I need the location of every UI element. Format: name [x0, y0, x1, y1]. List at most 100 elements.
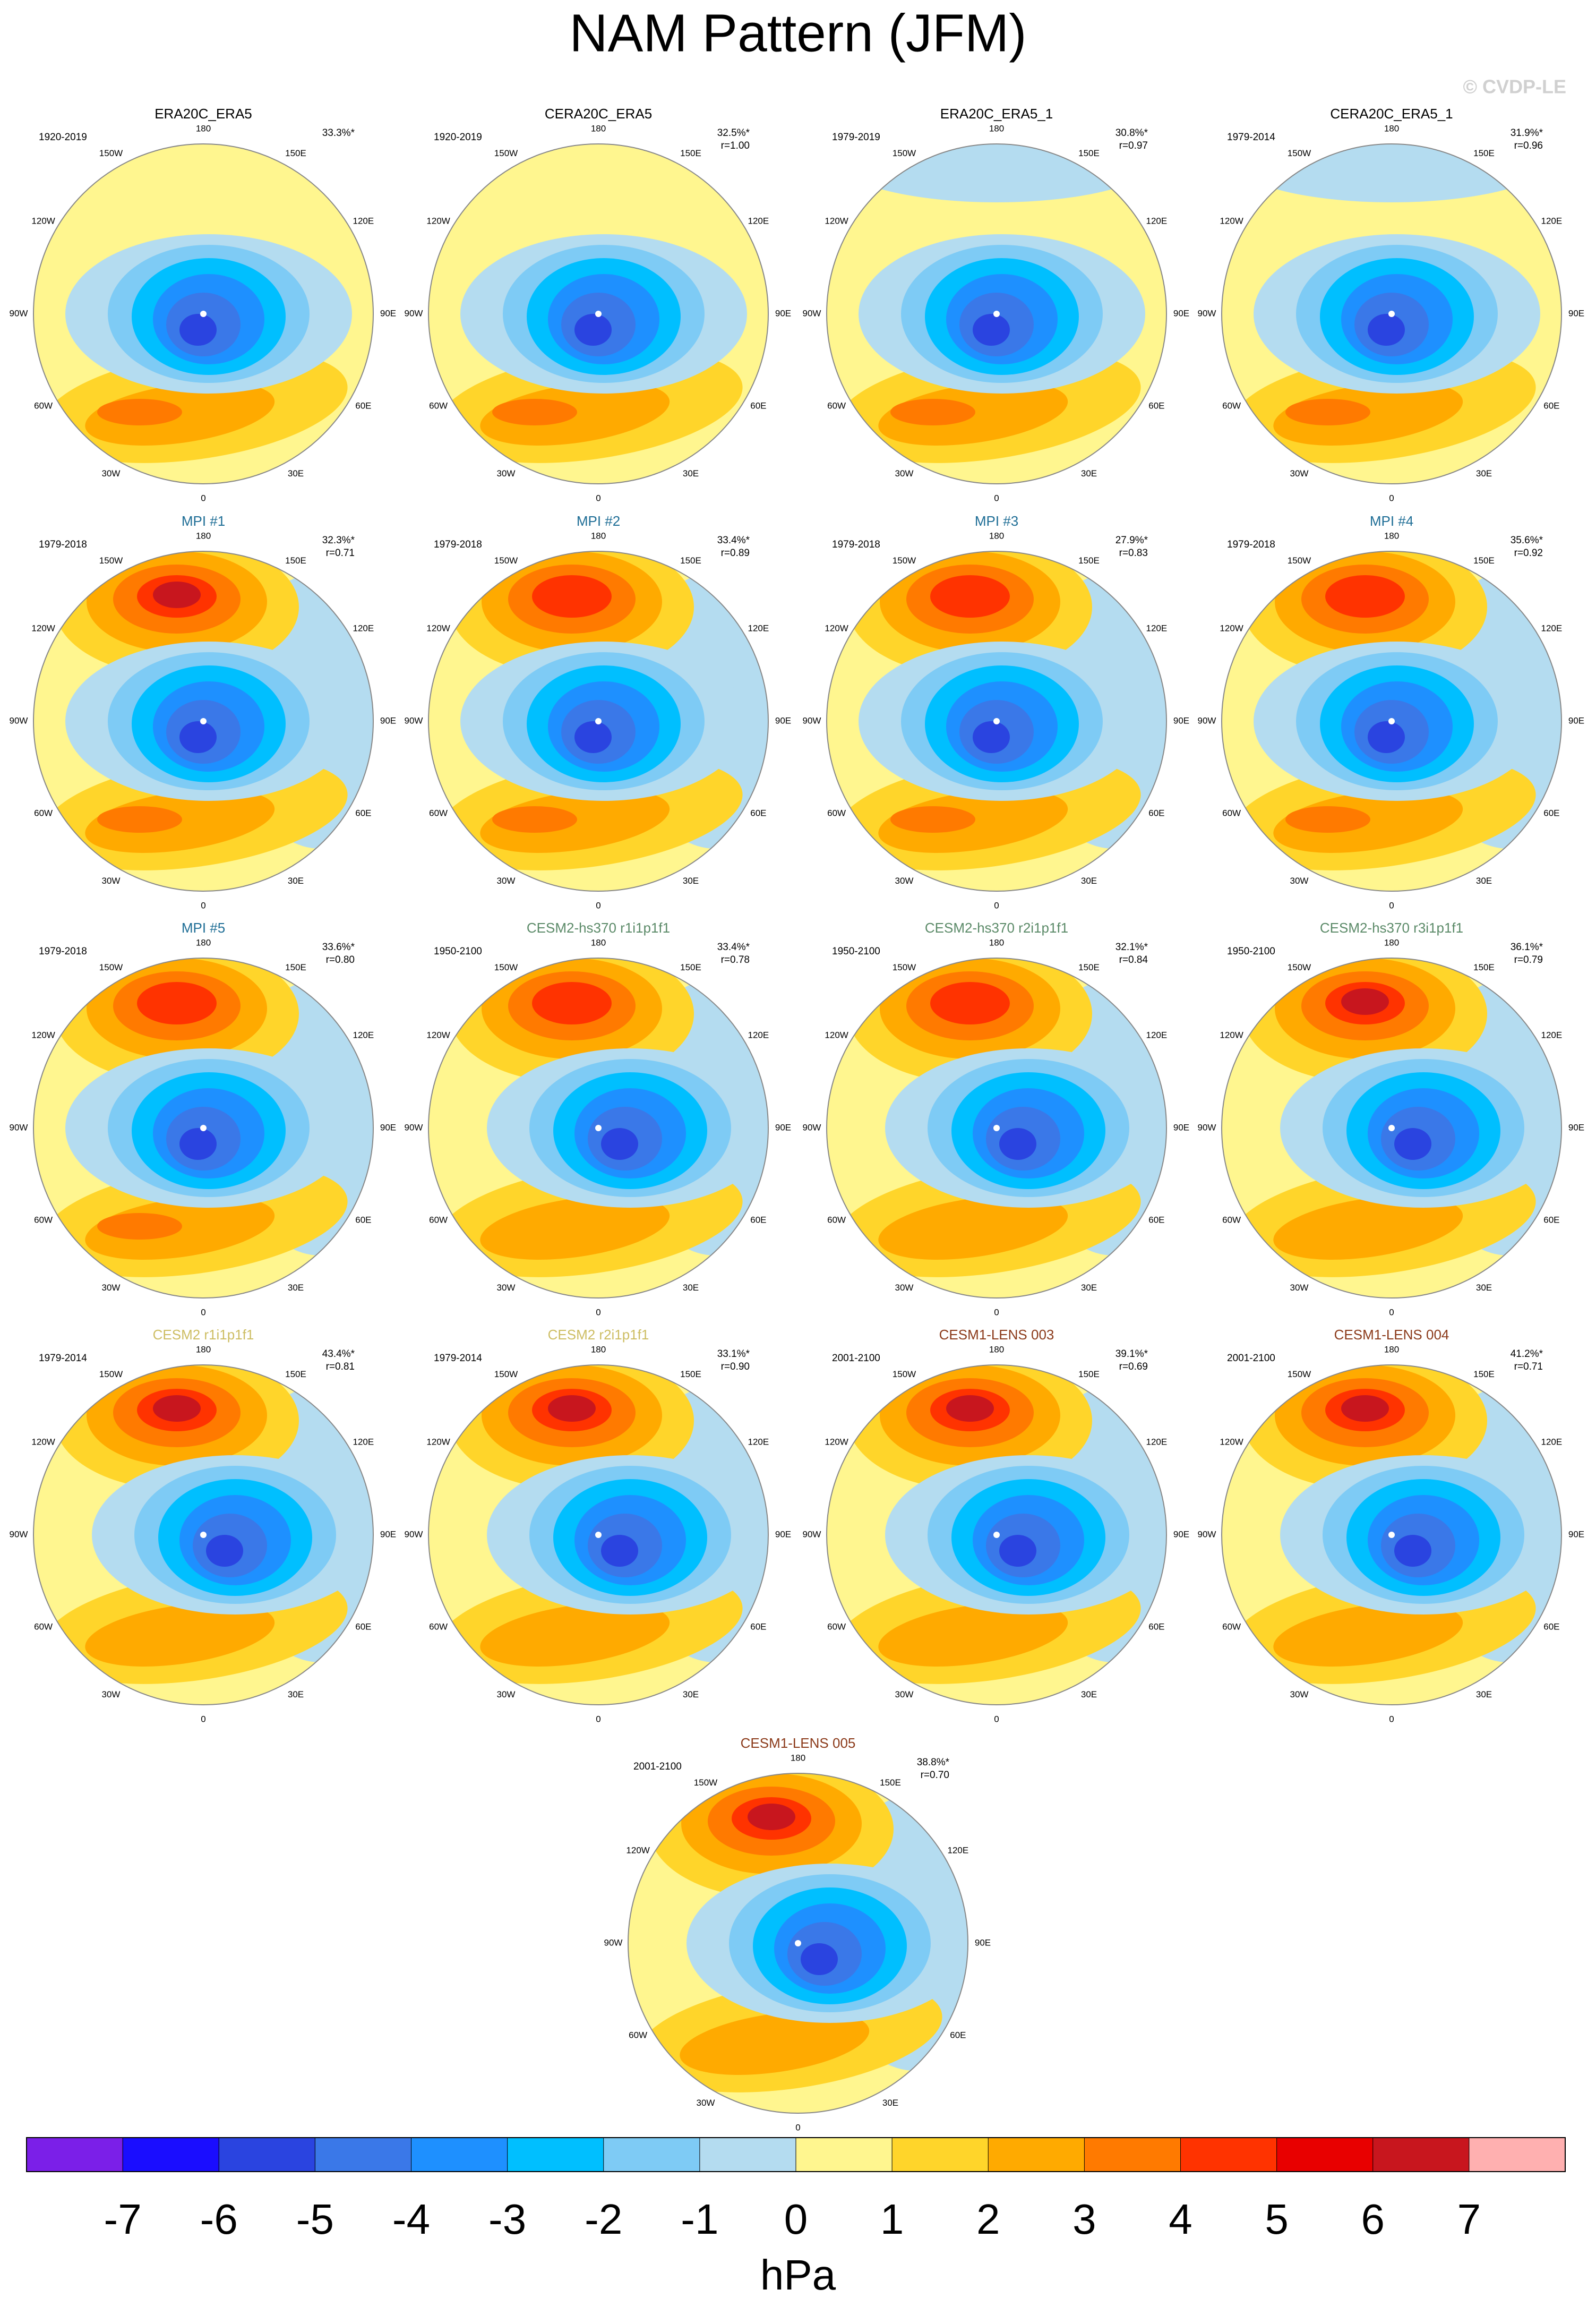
panel-correlation: r=0.92	[1514, 548, 1543, 559]
map-outline	[826, 958, 1167, 1299]
pole-marker	[200, 718, 207, 724]
panel-title: MPI #4	[1370, 513, 1413, 529]
longitude-label: 150W	[893, 962, 916, 972]
longitude-label: 180	[591, 531, 606, 541]
longitude-label: 120E	[948, 1845, 969, 1855]
panel-title: CESM2-hs370 r3i1p1f1	[1320, 920, 1463, 936]
longitude-label: 150E	[1473, 556, 1495, 566]
map-outline	[428, 1364, 769, 1705]
longitude-label: 180	[989, 937, 1004, 947]
colorbar-outline	[26, 2137, 1566, 2172]
longitude-label: 90E	[775, 715, 791, 725]
longitude-label: 30E	[1081, 1689, 1097, 1699]
map-outline	[1221, 958, 1562, 1299]
map-panel: CESM2-hs370 r1i1p1f1 1950-2100 33.4%*r=0.7…	[405, 920, 792, 1318]
longitude-label: 120W	[426, 216, 450, 226]
longitude-label: 0	[201, 1307, 205, 1317]
field-low	[206, 1535, 243, 1567]
longitude-label: 150E	[1078, 148, 1100, 158]
longitude-label: 0	[1389, 493, 1394, 503]
colorbar-box	[796, 2138, 893, 2172]
panel-period: 1979-2014	[434, 1353, 482, 1364]
longitude-label: 90E	[1173, 1529, 1189, 1539]
colorbar-tick-label: -3	[488, 2196, 526, 2243]
longitude-label: 30W	[1290, 1283, 1309, 1293]
map-field	[827, 144, 1166, 484]
map-panel: MPI #2 1979-2018 33.4%* r=0.89 180 150E 120E 90…	[405, 513, 792, 911]
panel-correlation: r=0.89	[721, 548, 750, 559]
longitude-label: 150E	[285, 148, 306, 158]
longitude-label: 30E	[683, 1689, 699, 1699]
map-outline	[628, 1773, 968, 2114]
longitude-label: 30W	[497, 876, 516, 886]
pole-marker	[200, 1532, 207, 1538]
field-positive	[97, 1213, 182, 1240]
field-positive	[890, 399, 975, 425]
longitude-label: 60W	[827, 1621, 846, 1631]
longitude-label: 90W	[1198, 1122, 1216, 1132]
longitude-label: 150W	[494, 1369, 518, 1379]
longitude-label: 120E	[353, 216, 374, 226]
map-panel: MPI #3 1979-2018 27.9%* r=0.83 180 150E 120E 90…	[803, 513, 1190, 911]
longitude-label: 60W	[827, 400, 846, 411]
longitude-label: 30E	[683, 1283, 699, 1293]
map-outline	[428, 143, 769, 484]
panel-title: CERA20C_ERA5	[545, 106, 652, 122]
panel-percent: 27.9%*	[1116, 535, 1148, 546]
figure-title: NAM Pattern (JFM)	[569, 3, 1026, 63]
longitude-label: 0	[201, 493, 205, 503]
longitude-label: 150E	[1473, 962, 1495, 972]
longitude-label: 60E	[355, 1215, 371, 1225]
panel-period: 2001-2100	[633, 1761, 682, 1772]
panel-correlation: r=0.90	[721, 1361, 750, 1372]
longitude-label: 120E	[1541, 1437, 1563, 1447]
colorbar-tick-label: -7	[104, 2196, 142, 2243]
map-field	[1222, 958, 1561, 1298]
longitude-label: 150E	[880, 1778, 901, 1788]
longitude-label: 90E	[380, 1122, 396, 1132]
longitude-label: 150E	[680, 1369, 701, 1379]
field-high	[1325, 575, 1405, 618]
longitude-label: 120W	[825, 1437, 848, 1447]
panel-correlation: r=1.00	[721, 140, 750, 151]
colorbar: -7 -6 -5 -4 -3 -2 -1 0 1 2 3 4 5 6 7 hPa	[26, 2137, 1566, 2299]
map-field	[1222, 551, 1561, 891]
map-outline	[1221, 143, 1562, 484]
colorbar-tick-label: -1	[681, 2196, 718, 2243]
longitude-label: 120E	[1146, 1437, 1168, 1447]
longitude-label: 90E	[1173, 715, 1189, 725]
field-low	[1394, 1535, 1431, 1567]
longitude-label: 90E	[775, 1122, 791, 1132]
longitude-label: 60E	[355, 1621, 371, 1631]
longitude-label: 30E	[1476, 468, 1492, 479]
watermark: © CVDP-LE	[1463, 76, 1566, 98]
panel-period: 1979-2018	[39, 539, 87, 550]
longitude-label: 60E	[750, 808, 766, 818]
longitude-label: 120W	[626, 1845, 649, 1855]
panel-percent: 39.1%*	[1116, 1348, 1148, 1360]
field-high	[153, 582, 201, 608]
colorbar-tick-label: -4	[392, 2196, 430, 2243]
field-low	[601, 1128, 638, 1160]
longitude-label: 90W	[10, 1529, 28, 1539]
field-low	[801, 1943, 838, 1975]
map-panel: MPI #1 1979-2018 32.3%* r=0.71 180 150E 120E 90…	[10, 513, 397, 911]
colorbar-tick-label: -2	[585, 2196, 622, 2243]
longitude-label: 60W	[1222, 400, 1241, 411]
field-positive	[97, 806, 182, 833]
longitude-label: 60W	[1222, 1621, 1241, 1631]
field-low	[1368, 314, 1405, 346]
longitude-label: 120E	[1541, 216, 1563, 226]
panel-period: 1979-2014	[39, 1353, 87, 1364]
map-panel: CESM2 r2i1p1f1 1979-2014 33.1%*r=0.90 180 15…	[405, 1327, 792, 1724]
map-field	[827, 551, 1166, 891]
map-panel: CESM1-LENS 003 2001-2100 39.1%*r=0.69 180 15…	[803, 1327, 1190, 1724]
longitude-label: 60E	[355, 400, 371, 411]
longitude-label: 60W	[827, 808, 846, 818]
longitude-label: 150E	[1078, 1369, 1100, 1379]
panel-percent: 41.2%*	[1511, 1348, 1543, 1360]
longitude-label: 60E	[750, 1215, 766, 1225]
longitude-label: 30E	[882, 2098, 898, 2108]
longitude-label: 0	[596, 493, 600, 503]
longitude-label: 90E	[1568, 1122, 1584, 1132]
